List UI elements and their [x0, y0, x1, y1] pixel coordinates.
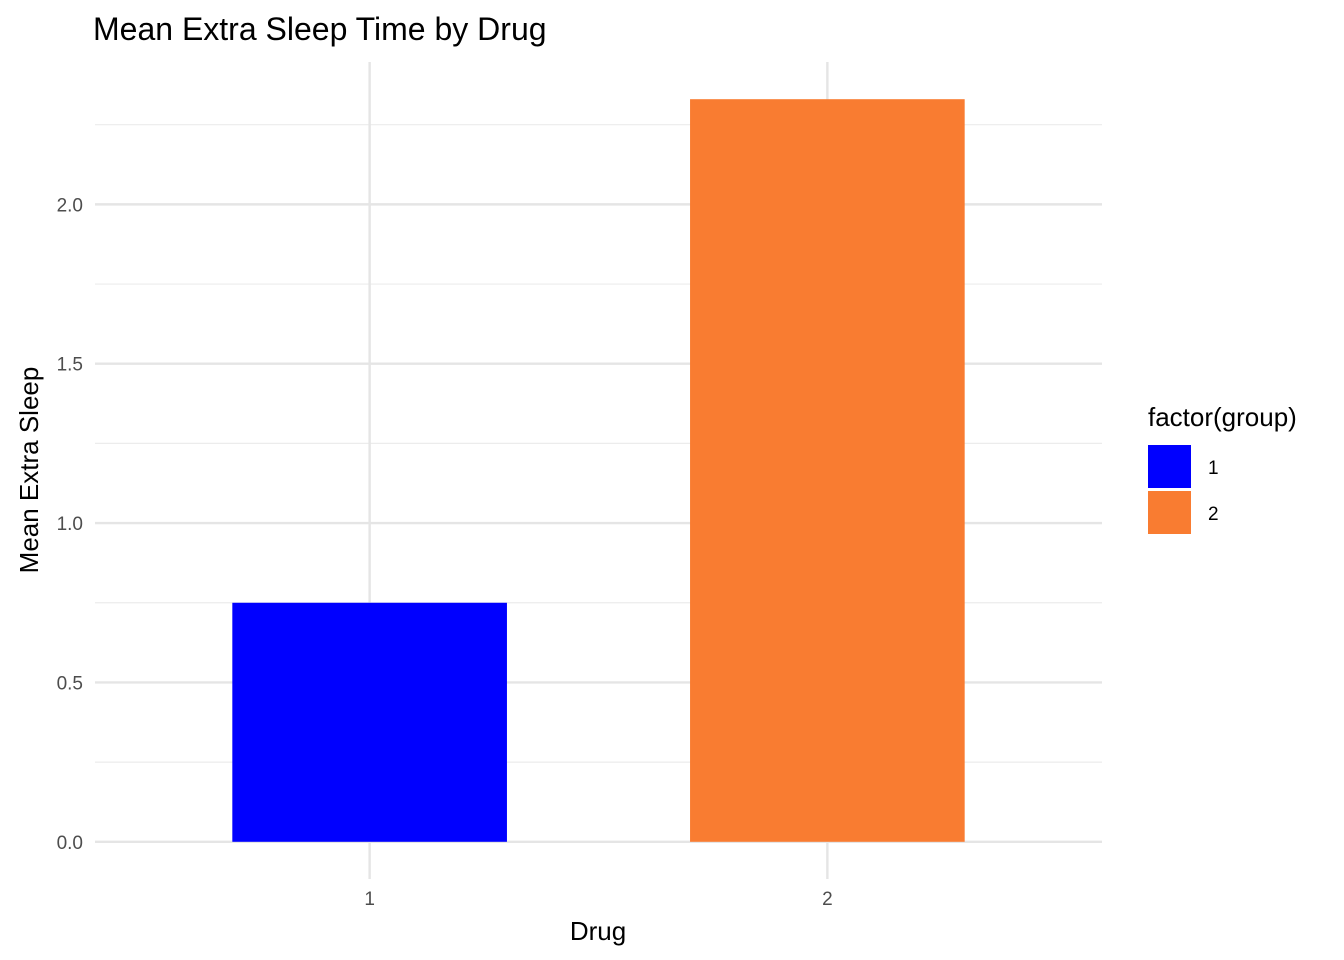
y-axis-tick-labels: 0.0 0.5 1.0 1.5 2.0 [57, 195, 83, 853]
bar-2 [690, 99, 965, 842]
bar-1 [232, 602, 507, 842]
y-tick-label: 1.5 [57, 355, 83, 376]
legend: factor(group) 12 [1148, 402, 1297, 534]
legend-swatch-2 [1148, 491, 1191, 534]
legend-label-2: 2 [1208, 504, 1219, 525]
y-tick-label: 0.5 [57, 673, 83, 694]
x-tick-label: 1 [364, 889, 375, 910]
legend-title: factor(group) [1148, 402, 1297, 432]
legend-label-1: 1 [1208, 458, 1219, 479]
y-tick-label: 2.0 [57, 195, 83, 216]
bars [232, 99, 965, 842]
legend-swatch-1 [1148, 445, 1191, 488]
x-axis-title: Drug [570, 916, 626, 946]
chart-title: Mean Extra Sleep Time by Drug [93, 11, 547, 47]
y-tick-label: 0.0 [57, 833, 83, 854]
y-tick-label: 1.0 [57, 514, 83, 535]
y-axis-title: Mean Extra Sleep [14, 367, 44, 574]
legend-items: 12 [1148, 445, 1219, 534]
x-tick-label: 2 [822, 889, 833, 910]
